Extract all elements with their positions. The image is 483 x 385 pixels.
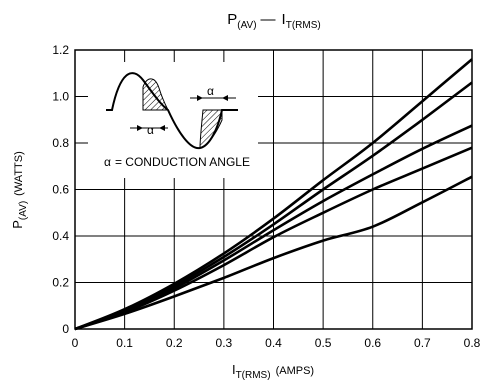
inset-caption-alpha: α [104, 155, 111, 169]
x-tick-label: 0.1 [116, 336, 133, 350]
x-axis-label: IT(RMS) (AMPS) [232, 362, 314, 381]
title-secondary: I [282, 11, 286, 28]
x-tick-label: 0.8 [464, 336, 481, 350]
x-tick-label: 0 [72, 336, 79, 350]
alpha-arrow2-head-right [222, 95, 228, 101]
waveform-hatch-positive [142, 78, 169, 111]
x-tick-label: 0.4 [265, 336, 282, 350]
inset-caption-text: = CONDUCTION ANGLE [115, 155, 250, 169]
y-tick-label: 0.6 [52, 183, 69, 197]
title-sep: — [261, 11, 276, 28]
alpha-arrow-right-head [159, 125, 165, 131]
alpha-label-2: α [207, 84, 214, 98]
y-tick-label: 0.4 [52, 229, 69, 243]
y-axis-label: P(AV) (WATTS) [10, 151, 29, 229]
y-tick-label: 0 [62, 322, 69, 336]
x-tick-label: 0.3 [216, 336, 233, 350]
x-axis-label-main: I [232, 362, 236, 377]
alpha-label-1: α [147, 123, 154, 137]
plot-frame [74, 49, 473, 330]
axis-ticks: 0 0.1 0.2 0.3 0.4 0.5 0.6 0.7 0.8 0 0.2 0.4 0.6 0.8 1.… [52, 43, 480, 350]
y-tick-label: 0.2 [52, 276, 69, 290]
waveform-sine [106, 72, 238, 150]
x-axis-label-sub: T(RMS) [236, 370, 271, 381]
y-tick-label: 1.2 [52, 43, 69, 57]
x-tick-label: 0.5 [315, 336, 332, 350]
series-line-4 [74, 146, 473, 331]
x-tick-label: 0.7 [414, 336, 431, 350]
series-line-1 [74, 58, 473, 331]
y-tick-label: 1.0 [52, 90, 69, 104]
title-main-sub: (AV) [237, 20, 256, 31]
series-line-2 [74, 81, 473, 331]
x-tick-label: 0.6 [364, 336, 381, 350]
title-main: P [227, 11, 237, 28]
series-group [74, 58, 473, 331]
alpha-arrow-left-head [137, 125, 143, 131]
chart-title: P(AV) — IT(RMS) [227, 11, 320, 31]
x-axis-label-unit: (AMPS) [276, 365, 315, 377]
y-axis-label-main: P [10, 220, 25, 229]
title-secondary-sub: T(RMS) [286, 20, 321, 31]
series-line-5 [74, 175, 473, 331]
y-axis-label-unit: (WATTS) [13, 151, 25, 196]
x-tick-label: 0.2 [166, 336, 183, 350]
inset-caption: α = CONDUCTION ANGLE [104, 155, 250, 169]
inset-diagram: α α α = CONDUCTION ANGLE [88, 62, 258, 178]
y-tick-label: 0.8 [52, 136, 69, 150]
y-axis-label-sub: (AV) [18, 201, 29, 220]
alpha-arrow2-head-left [197, 95, 203, 101]
